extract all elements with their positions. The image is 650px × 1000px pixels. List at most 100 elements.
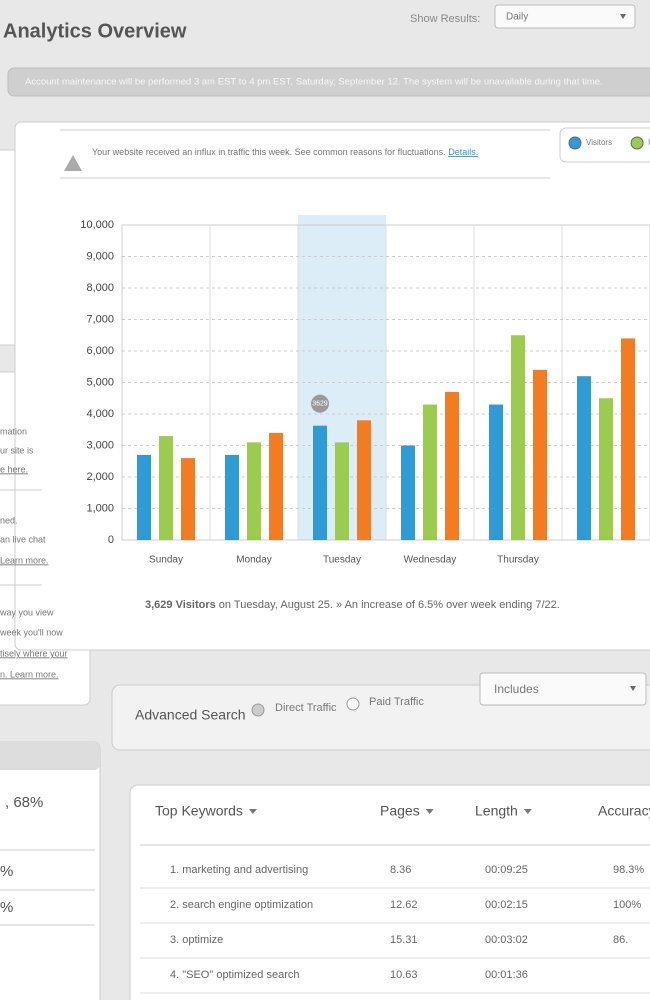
alert-icon [64, 155, 82, 171]
sort-arrow [523, 809, 532, 814]
bar [533, 369, 547, 540]
bar [313, 425, 327, 540]
table-header: Top Keywords [155, 803, 243, 819]
x-tick-label: Monday [236, 555, 272, 566]
table-cell: 8.36 [390, 864, 411, 876]
alert-text: Your website received an influx in traff… [92, 147, 478, 157]
banner [7, 67, 650, 97]
y-tick-label: 10,000 [80, 219, 114, 231]
bar [181, 458, 195, 540]
y-tick-label: 4,000 [86, 408, 114, 420]
chart-caption: 3,629 Visitors on Tuesday, August 25. » … [145, 599, 560, 611]
table-cell: 12.62 [390, 899, 418, 911]
table-header: Accuracy [598, 803, 650, 819]
y-tick-label: 1,000 [86, 502, 114, 514]
legend-label: Uni [648, 138, 650, 147]
alert-link[interactable]: Details. [448, 147, 478, 157]
bar [401, 445, 415, 540]
bar [247, 442, 261, 540]
table-cell: 00:09:25 [485, 864, 528, 876]
data-label: 3629 [312, 401, 328, 408]
y-tick-label: 8,000 [86, 282, 114, 294]
bar [621, 338, 635, 540]
table-cell: 00:02:15 [485, 899, 528, 911]
bar [159, 436, 173, 540]
bar [445, 391, 459, 540]
dropdown-arrow [620, 14, 626, 19]
table-cell: 1. marketing and advertising [170, 864, 308, 876]
side-panel [0, 741, 101, 1000]
side-text: week you'll now [0, 627, 63, 637]
radio[interactable] [346, 697, 360, 711]
table-panel [129, 784, 650, 1000]
y-tick-label: 3,000 [86, 439, 114, 451]
bar [423, 404, 437, 540]
search-title: Advanced Search [135, 707, 246, 723]
bar [511, 335, 525, 540]
bar [599, 398, 613, 540]
bar [225, 454, 239, 540]
value-marker [311, 394, 329, 413]
side-text: , 68% [5, 794, 43, 811]
radio-label: Paid Traffic [369, 696, 424, 708]
y-tick-label: 6,000 [86, 345, 114, 357]
table-cell: 98.3% [613, 864, 644, 876]
legend-swatch [630, 136, 644, 150]
side-text: % [0, 899, 13, 916]
results-dropdown[interactable] [494, 4, 636, 29]
x-tick-label: Thursday [497, 555, 539, 566]
table-cell: 86. [613, 934, 628, 946]
x-tick-label: Tuesday [323, 555, 361, 566]
legend [559, 127, 650, 163]
side-text: an live chat [0, 534, 46, 544]
bar [137, 454, 151, 540]
dropdown-arrow [630, 686, 636, 691]
legend-swatch [568, 136, 582, 150]
radio[interactable] [251, 703, 265, 717]
banner-text: Account maintenance will be performed 3 … [25, 77, 603, 88]
bar [357, 420, 371, 540]
includes-value: Includes [494, 682, 539, 696]
table-cell: 2. search engine optimization [170, 899, 313, 911]
side-text: n. Learn more. [0, 669, 59, 679]
y-tick-label: 5,000 [86, 376, 114, 388]
radio-label: Direct Traffic [275, 702, 337, 714]
page-title: Analytics Overview [3, 20, 187, 42]
table-cell: 4. "SEO" optimized search [170, 969, 299, 981]
sort-arrow [248, 809, 257, 814]
side-text: way you view [0, 607, 54, 617]
x-tick-label: Wednesday [404, 555, 457, 566]
side-text: mation [0, 426, 27, 436]
bar [335, 442, 349, 540]
bar [269, 432, 283, 540]
side-text: ned. [0, 515, 18, 525]
table-cell: 00:01:36 [485, 969, 528, 981]
y-tick-label: 9,000 [86, 250, 114, 262]
y-tick-label: 7,000 [86, 313, 114, 325]
sort-arrow [425, 809, 434, 814]
results-value: Daily [506, 12, 528, 23]
y-tick-label: 2,000 [86, 471, 114, 483]
includes-dropdown[interactable] [479, 672, 647, 706]
legend-label: Visitors [586, 138, 612, 147]
table-header: Pages [380, 803, 420, 819]
show-results-label: Show Results: [410, 13, 480, 25]
table-header: Length [475, 803, 518, 819]
bar [577, 376, 591, 540]
side-text: Learn more. [0, 555, 49, 565]
table-cell: 00:03:02 [485, 934, 528, 946]
side-text: e here. [0, 464, 28, 474]
side-panel-header [0, 742, 100, 770]
side-text: tisely where your [0, 648, 68, 658]
side-text: % [0, 863, 13, 880]
table-cell: 10.63 [390, 969, 418, 981]
side-text: ur site is [0, 445, 34, 455]
table-cell: 100% [613, 899, 641, 911]
bar [489, 404, 503, 540]
x-tick-label: Sunday [149, 555, 183, 566]
table-cell: 3. optimize [170, 934, 223, 946]
y-tick-label: 0 [108, 534, 114, 546]
table-cell: 15.31 [390, 934, 418, 946]
